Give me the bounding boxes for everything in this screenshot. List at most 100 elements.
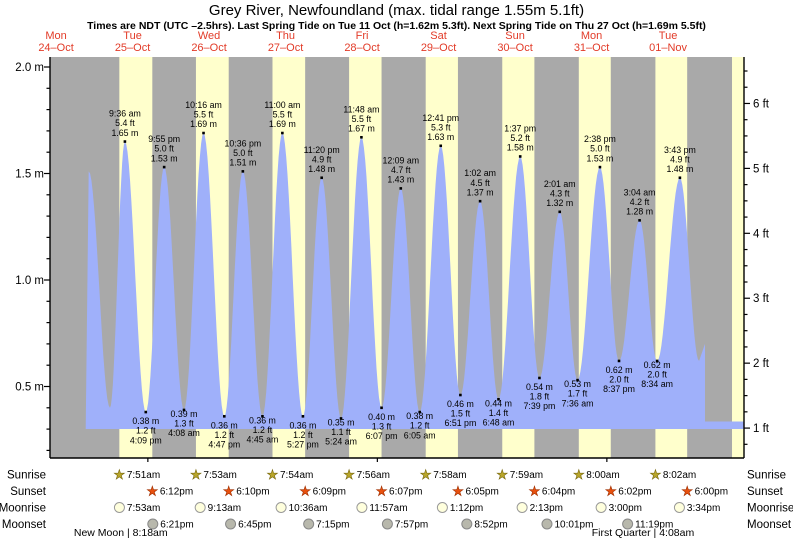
- astro-event-time: 11:57am: [369, 503, 407, 514]
- tide-event-dot: [558, 210, 562, 214]
- sunset-star: ★: [299, 483, 311, 498]
- moonrise-circle: [113, 502, 125, 513]
- day-label-weekday: Tue: [659, 30, 678, 42]
- astro-event-time: 10:01pm: [554, 520, 593, 531]
- sunrise-star: ★: [650, 467, 662, 482]
- high-tide-annotation: 11:48 am 5.5 ft 1.67 m: [343, 104, 379, 133]
- day-label-date: 31–Oct: [574, 42, 609, 54]
- high-tide-annotation: 3:04 am 4.2 ft 1.28 m: [624, 187, 656, 216]
- sunset-star: ★: [605, 483, 617, 498]
- day-label-weekday: Sat: [430, 30, 447, 42]
- tide-event-dot: [380, 406, 383, 410]
- moonset-circle: [303, 518, 315, 530]
- moonrise-circle: [673, 502, 685, 513]
- day-label-weekday: Mon: [45, 30, 66, 42]
- tide-event-dot: [281, 131, 284, 135]
- day-label-date: 01–Nov: [649, 42, 687, 54]
- day-label-date: 30–Oct: [497, 42, 532, 54]
- tide-event-dot: [439, 144, 443, 148]
- day-label-date: 27–Oct: [268, 42, 303, 54]
- sunset-star: ★: [452, 483, 464, 498]
- astro-event-time: 9:13am: [208, 503, 241, 514]
- tide-event-dot: [241, 170, 245, 173]
- astro-row-label-right: Sunset: [747, 486, 784, 498]
- astro-event-time: 8:02am: [663, 470, 696, 481]
- y-axis-label-m: 0.5 m: [15, 382, 44, 394]
- astro-event-time: 1:12pm: [450, 503, 483, 514]
- tide-event-dot: [459, 393, 462, 397]
- tide-event-dot: [144, 410, 148, 414]
- tide-event-dot: [123, 140, 127, 143]
- low-tide-annotation: 0.36 m 1.2 ft 4:47 pm: [208, 420, 240, 449]
- high-tide-annotation: 1:37 pm 5.2 ft 1.58 m: [504, 123, 536, 152]
- sunrise-star: ★: [573, 467, 585, 482]
- y-axis-label-ft: 1 ft: [753, 423, 770, 435]
- y-axis-label-m: 1.0 m: [15, 275, 44, 287]
- y-axis-label-m: 1.5 m: [15, 169, 44, 181]
- tide-event-dot: [223, 415, 226, 418]
- page-title: Grey River, Newfoundland (max. tidal ran…: [208, 2, 585, 19]
- tide-event-dot: [518, 155, 522, 158]
- astro-event-time: 2:13pm: [530, 503, 563, 514]
- moon-phase-label: First Quarter | 4:08am: [592, 527, 695, 539]
- sunset-star: ★: [529, 483, 541, 498]
- low-tide-annotation: 0.46 m 1.5 ft 6:51 pm: [444, 399, 476, 428]
- y-axis-label-ft: 2 ft: [753, 358, 770, 370]
- moonset-circle: [147, 518, 159, 530]
- moonset-circle: [461, 518, 473, 530]
- moonrise-circle: [275, 502, 287, 513]
- day-label-weekday: Thu: [276, 30, 295, 42]
- low-tide-annotation: 0.35 m 1.1 ft 5:24 am: [325, 417, 357, 446]
- sunrise-star: ★: [267, 467, 279, 482]
- astro-event-time: 6:00pm: [695, 487, 728, 498]
- astro-event-time: 3:00pm: [609, 503, 642, 514]
- astro-event-time: 7:56am: [357, 470, 390, 481]
- sunrise-star: ★: [114, 467, 126, 482]
- tide-event-dot: [617, 359, 621, 363]
- tide-event-dot: [538, 376, 541, 380]
- day-label-date: 28–Oct: [344, 42, 379, 54]
- astro-row-label-left: Sunrise: [7, 469, 46, 481]
- astro-row-label-right: Moonset: [747, 519, 792, 531]
- tide-event-dot: [638, 219, 641, 222]
- tide-event-dot: [320, 176, 323, 180]
- astro-event-time: 7:53am: [203, 470, 236, 481]
- astro-event-time: 6:02pm: [618, 487, 651, 498]
- day-label-weekday: Tue: [123, 30, 142, 42]
- low-tide-annotation: 0.62 m 2.0 ft 8:37 pm: [603, 365, 635, 394]
- low-tide-annotation: 0.62 m 2.0 ft 8:34 am: [641, 360, 673, 389]
- day-label-weekday: Mon: [581, 30, 602, 42]
- tide-event-dot: [339, 417, 343, 420]
- astro-event-time: 7:59am: [510, 470, 543, 481]
- astro-event-time: 6:21pm: [160, 520, 193, 531]
- high-tide-annotation: 3:43 pm 4.9 ft 1.48 m: [664, 145, 696, 174]
- y-axis-label-m: 2.0 m: [15, 62, 44, 74]
- astro-event-time: 7:51am: [127, 470, 160, 481]
- high-tide-annotation: 9:55 pm 5.0 ft 1.53 m: [148, 134, 180, 163]
- astro-row-label-right: Sunrise: [747, 469, 786, 481]
- moonset-circle: [622, 518, 634, 530]
- astro-event-time: 8:00am: [586, 470, 619, 481]
- moonrise-circle: [194, 502, 206, 513]
- tide-area: [85, 133, 744, 429]
- astro-event-time: 11:19pm: [635, 520, 673, 531]
- moonset-circle: [381, 518, 393, 530]
- tide-event-dot: [301, 415, 305, 418]
- day-label-date: 26–Oct: [191, 42, 226, 54]
- chart-subtitle: Times are NDT (UTC –2.5hrs). Last Spring…: [87, 20, 706, 32]
- high-tide-annotation: 2:38 pm 5.0 ft 1.53 m: [584, 134, 616, 163]
- astro-event-time: 6:12pm: [160, 487, 193, 498]
- astro-event-time: 7:57pm: [395, 520, 428, 531]
- high-tide-annotation: 9:36 am 5.4 ft 1.65 m: [109, 109, 141, 138]
- high-tide-annotation: 12:09 am 4.7 ft 1.43 m: [382, 155, 419, 184]
- sunset-star: ★: [376, 483, 388, 498]
- y-axis-label-ft: 6 ft: [753, 98, 770, 110]
- moonrise-circle: [595, 502, 607, 513]
- moon-phase-label: New Moon | 8:18am: [74, 527, 168, 539]
- astro-row-label-right: Moonrise: [747, 502, 793, 514]
- moonrise-circle: [436, 502, 448, 513]
- day-label-date: 25–Oct: [115, 42, 150, 54]
- low-tide-annotation: 0.39 m 1.3 ft 4:08 am: [168, 409, 200, 438]
- astro-event-time: 8:52pm: [474, 520, 507, 531]
